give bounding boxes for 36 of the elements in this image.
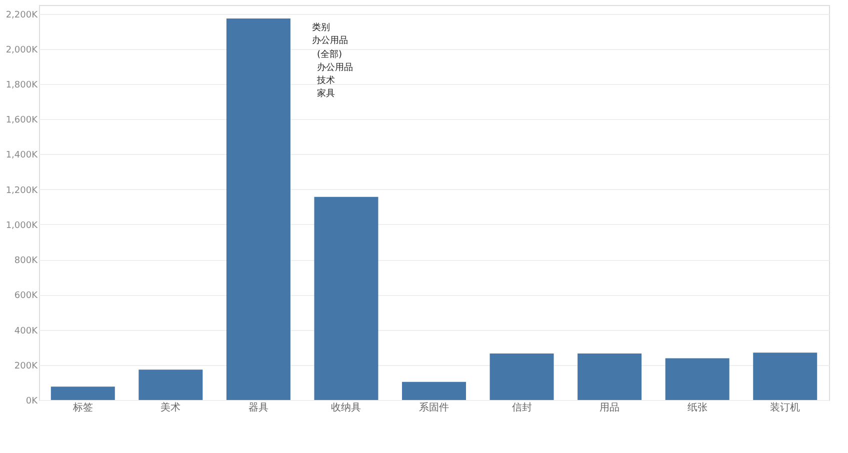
y-tick-label: 1,600K bbox=[6, 116, 39, 126]
annotation: 家具 bbox=[317, 88, 335, 99]
x-tick-label: 器具 bbox=[248, 402, 268, 414]
x-tick-label: 纸张 bbox=[687, 402, 708, 414]
y-tick-label: 1,000K bbox=[6, 220, 39, 231]
bar bbox=[314, 196, 378, 400]
x-tick-label: 装订机 bbox=[770, 402, 800, 414]
bar bbox=[490, 353, 554, 400]
y-tick-label: 0K bbox=[26, 396, 39, 406]
bar bbox=[665, 358, 730, 400]
y-tick-label: 2,000K bbox=[6, 45, 39, 56]
annotation: 办公用品 bbox=[312, 35, 348, 46]
y-tick-label: 200K bbox=[14, 361, 39, 372]
annotation: 类别 bbox=[312, 22, 330, 33]
annotation: 办公用品 bbox=[317, 62, 353, 73]
annotation: 技术 bbox=[316, 75, 335, 86]
x-tick-label: 收纳具 bbox=[331, 402, 362, 414]
annotation: (全部) bbox=[317, 49, 342, 60]
bar bbox=[753, 352, 818, 400]
x-tick-label: 信封 bbox=[512, 402, 532, 414]
y-tick-label: 400K bbox=[14, 326, 39, 336]
y-tick-label: 600K bbox=[14, 291, 39, 302]
x-tick-label: 美术 bbox=[160, 402, 181, 414]
x-tick-label: 标签 bbox=[72, 402, 93, 414]
bar bbox=[226, 18, 290, 400]
y-tick-label: 1,200K bbox=[6, 186, 39, 196]
bar bbox=[402, 382, 466, 400]
y-tick-label: 1,800K bbox=[6, 80, 39, 90]
bar bbox=[578, 353, 642, 400]
x-tick-label: 用品 bbox=[600, 402, 620, 414]
y-tick-label: 1,400K bbox=[6, 150, 39, 161]
y-tick-label: 800K bbox=[14, 256, 39, 266]
y-tick-label: 2,200K bbox=[6, 10, 39, 20]
x-tick-label: 系固件 bbox=[419, 402, 449, 414]
bar bbox=[50, 386, 115, 400]
bar bbox=[138, 370, 203, 400]
